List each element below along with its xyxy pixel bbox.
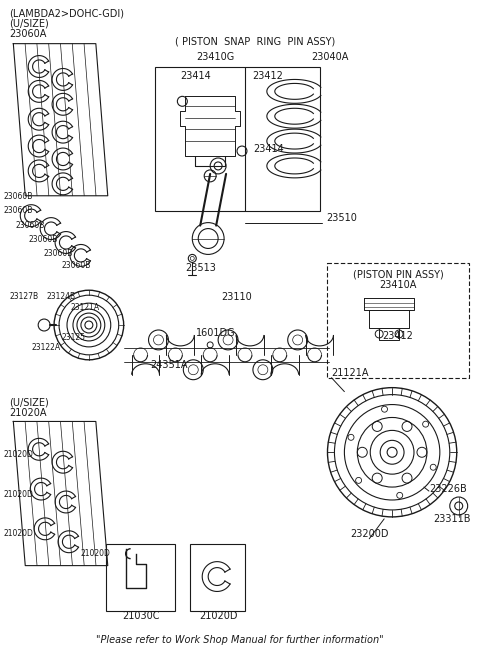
- Text: 21030C: 21030C: [122, 611, 159, 622]
- Text: 23060A: 23060A: [9, 29, 47, 39]
- Text: 23124B: 23124B: [46, 291, 75, 301]
- Text: 23414: 23414: [253, 144, 284, 154]
- Text: 23040A: 23040A: [311, 52, 348, 62]
- Text: "Please refer to Work Shop Manual for further information": "Please refer to Work Shop Manual for fu…: [96, 635, 384, 645]
- Text: ( PISTON  SNAP  RING  PIN ASSY): ( PISTON SNAP RING PIN ASSY): [175, 37, 335, 47]
- Text: 23125: 23125: [61, 333, 85, 343]
- Text: 23412: 23412: [383, 331, 413, 341]
- Text: 23060B: 23060B: [15, 221, 45, 230]
- Text: 23513: 23513: [185, 263, 216, 273]
- Text: (U/SIZE): (U/SIZE): [9, 19, 49, 29]
- Text: 23060B: 23060B: [3, 206, 33, 215]
- Text: 23121A: 23121A: [71, 303, 100, 312]
- Bar: [156, 67, 320, 211]
- Text: (U/SIZE): (U/SIZE): [9, 398, 49, 407]
- Bar: [327, 263, 468, 378]
- Text: 23410G: 23410G: [196, 52, 234, 62]
- Text: 23200D: 23200D: [350, 529, 388, 539]
- Text: 1601DG: 1601DG: [196, 328, 236, 338]
- Text: 23060B: 23060B: [28, 235, 58, 244]
- Text: 23060B: 23060B: [3, 193, 33, 201]
- Text: 21020D: 21020D: [3, 450, 33, 458]
- Text: 21020D: 21020D: [199, 611, 238, 622]
- Text: 23122A: 23122A: [31, 343, 60, 352]
- Text: 23127B: 23127B: [9, 291, 38, 301]
- Text: 23311B: 23311B: [433, 514, 470, 524]
- Text: (PISTON PIN ASSY): (PISTON PIN ASSY): [353, 269, 444, 279]
- Text: 21121A: 21121A: [332, 367, 369, 378]
- Text: 23510: 23510: [326, 213, 358, 223]
- Text: (LAMBDA2>DOHC-GDI): (LAMBDA2>DOHC-GDI): [9, 9, 124, 19]
- Bar: [190, 544, 245, 611]
- Text: 21020D: 21020D: [81, 549, 111, 558]
- Text: 23060B: 23060B: [61, 261, 90, 270]
- Text: 23414: 23414: [180, 71, 211, 81]
- Text: 21020D: 21020D: [3, 529, 33, 538]
- Text: 23410A: 23410A: [379, 280, 417, 290]
- Text: 21020A: 21020A: [9, 407, 47, 417]
- Text: 21020D: 21020D: [3, 489, 33, 498]
- Text: 23412: 23412: [252, 71, 283, 81]
- Bar: [106, 544, 175, 611]
- Text: 23110: 23110: [222, 292, 252, 302]
- Text: 23060B: 23060B: [43, 249, 72, 258]
- Text: 23226B: 23226B: [429, 484, 467, 494]
- Text: 24351A: 24351A: [151, 360, 188, 370]
